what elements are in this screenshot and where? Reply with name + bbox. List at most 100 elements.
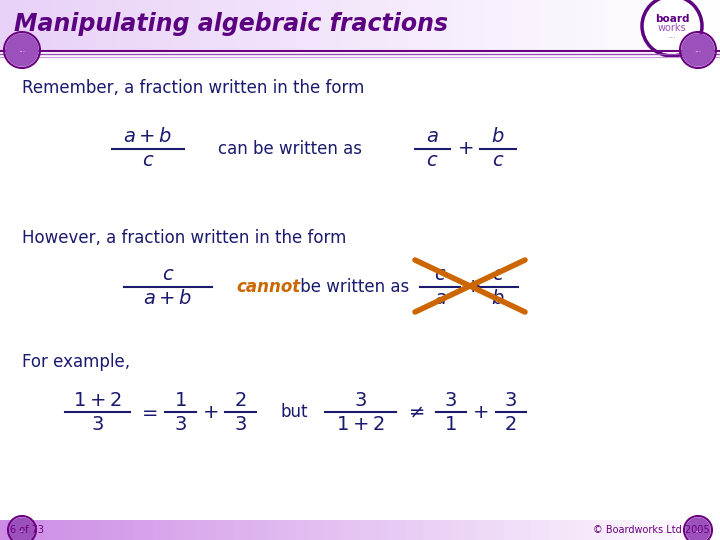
Bar [612,520,622,540]
Text: Remember, a fraction written in the form: Remember, a fraction written in the form [22,79,364,97]
Bar [207,520,217,540]
Bar [126,0,136,50]
Bar [72,520,82,540]
Bar [693,0,703,50]
Bar [279,0,289,50]
Bar [666,520,676,540]
Bar [513,520,523,540]
Bar [549,520,559,540]
Bar [477,0,487,50]
Circle shape [682,34,714,66]
Text: 6 of 73: 6 of 73 [10,525,44,535]
Bar [504,520,514,540]
Bar [351,520,361,540]
Bar [63,0,73,50]
Bar [135,0,145,50]
Bar [378,520,388,540]
Bar [387,520,397,540]
Bar [45,0,55,50]
Bar [324,0,334,50]
Bar [711,520,720,540]
Bar [36,0,46,50]
Bar [0,520,10,540]
Bar [612,0,622,50]
Bar [333,520,343,540]
Bar [135,520,145,540]
Bar [126,520,136,540]
Bar [450,520,460,540]
Bar [540,0,550,50]
Circle shape [6,34,38,66]
Bar [117,520,127,540]
Bar [666,0,676,50]
Bar [90,0,100,50]
Bar [351,0,361,50]
Text: $+$: $+$ [472,402,488,422]
Bar [117,0,127,50]
Bar [486,520,496,540]
Bar [54,0,64,50]
Text: cannot: cannot [236,278,300,296]
Bar [360,0,370,50]
Text: but: but [280,403,307,421]
Text: works: works [657,23,686,33]
Bar [99,0,109,50]
Bar [468,0,478,50]
Bar [585,520,595,540]
Bar [648,520,658,540]
Bar [252,520,262,540]
Bar [459,0,469,50]
Bar [639,520,649,540]
Bar [387,0,397,50]
Text: $b$: $b$ [491,127,505,146]
Bar [558,520,568,540]
Bar [207,0,217,50]
Text: ...: ... [19,525,26,535]
Bar [342,0,352,50]
Bar [414,520,424,540]
Bar [603,520,613,540]
Bar [18,0,28,50]
Bar [405,520,415,540]
Text: $c$: $c$ [492,266,504,285]
Circle shape [686,518,710,540]
Bar [396,0,406,50]
Text: $1+2$: $1+2$ [336,415,384,434]
Bar [216,0,226,50]
Bar [306,0,316,50]
Bar [162,0,172,50]
Bar [27,520,37,540]
Bar [225,520,235,540]
Text: be written as: be written as [295,278,409,296]
Bar [441,0,451,50]
Bar [306,520,316,540]
Text: $3$: $3$ [233,415,246,434]
Bar [657,520,667,540]
Bar [378,0,388,50]
Bar [108,0,118,50]
Bar [9,520,19,540]
Bar [360,520,370,540]
Bar [297,520,307,540]
Bar [0,51,720,520]
Bar [315,520,325,540]
Text: $a$: $a$ [433,289,446,308]
Bar [576,0,586,50]
Text: $1+2$: $1+2$ [73,390,122,409]
Bar [279,520,289,540]
Bar [495,0,505,50]
Bar [234,0,244,50]
Text: $2$: $2$ [234,390,246,409]
Bar [144,0,154,50]
Text: $+$: $+$ [464,278,480,296]
Text: © Boardworks Ltd 2005: © Boardworks Ltd 2005 [593,525,710,535]
Text: $c$: $c$ [426,152,438,171]
Text: For example,: For example, [22,353,130,371]
Text: $3$: $3$ [354,390,366,409]
Bar [189,520,199,540]
Bar [684,0,694,50]
Bar [243,0,253,50]
Bar [270,520,280,540]
Bar [225,0,235,50]
Text: $3$: $3$ [503,390,516,409]
